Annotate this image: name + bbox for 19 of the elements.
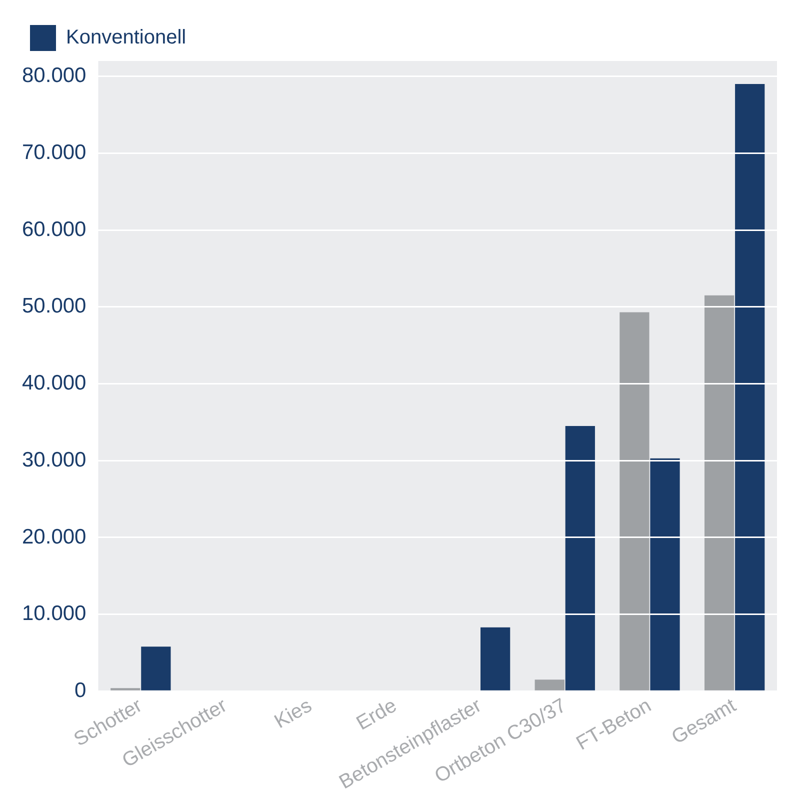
y-tick-label: 0	[74, 678, 86, 702]
y-tick-label: 80.000	[22, 64, 86, 88]
bar	[620, 312, 650, 690]
y-tick-label: 50.000	[22, 294, 86, 318]
bar	[480, 627, 510, 690]
y-tick-label: 70.000	[22, 141, 86, 164]
y-tick-label: 60.000	[22, 218, 86, 241]
y-tick-label: 30.000	[22, 448, 86, 472]
y-tick-label: 40.000	[22, 372, 86, 395]
y-tick-label: 10.000	[22, 602, 86, 626]
legend-label: Konventionell	[66, 26, 186, 49]
bar	[534, 680, 564, 690]
x-tick-label: Kies	[270, 694, 316, 734]
y-tick-label: 20.000	[22, 525, 86, 548]
bar	[735, 84, 765, 690]
bar	[141, 646, 171, 690]
bar	[565, 426, 595, 690]
bar	[704, 295, 734, 690]
bar	[650, 458, 680, 690]
